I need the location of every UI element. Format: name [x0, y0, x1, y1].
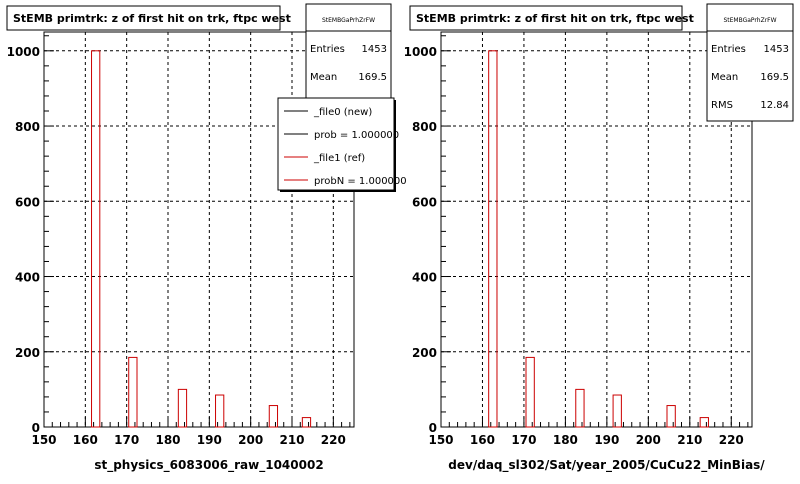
y-tick-label: 600 [412, 195, 437, 209]
title-box [6, 5, 281, 31]
legend: _file0 (new) prob = 1.000000 _file1 (ref) p… [277, 97, 407, 192]
stats-value: 169.5 [760, 72, 789, 83]
histogram-bin [91, 50, 101, 428]
stats-box [706, 3, 794, 122]
x-tick-label: 210 [279, 433, 304, 447]
legend-label: probN = 1.000000 [314, 176, 407, 187]
x-tick-label: 190 [197, 433, 222, 447]
legend-label: _file1 (ref) [313, 153, 365, 164]
stats-name: StEMBGaPrhZrFW [723, 17, 776, 24]
histogram-panel-2: 150 160 170 180 190 200 210 220 0 200 400 600 800 100… [404, 3, 794, 473]
x-tick-label: 180 [553, 433, 578, 447]
histogram-panel-1: 150 160 170 180 190 200 210 220 0 200 400 600 800 100… [6, 3, 407, 473]
y-tick-label: 0 [32, 421, 40, 435]
stats-name: StEMBGaPrhZrFW [322, 17, 375, 24]
histogram-bin [177, 388, 188, 428]
y-tick-label: 800 [412, 120, 437, 134]
x-tick-label: 160 [73, 433, 98, 447]
x-tick-label: 200 [238, 433, 263, 447]
y-tick-label: 0 [429, 421, 437, 435]
y-tick-label: 600 [15, 195, 40, 209]
x-tick-label: 220 [719, 433, 744, 447]
stats-label: Entries [711, 44, 746, 55]
stats-label: Mean [310, 72, 337, 83]
histogram-bin [215, 394, 225, 428]
x-tick-label: 170 [114, 433, 139, 447]
x-tick-label: 190 [594, 433, 619, 447]
y-tick-label: 400 [412, 271, 437, 285]
x-tick-label: 170 [511, 433, 536, 447]
y-tick-label: 200 [15, 346, 40, 360]
plot-frame [440, 31, 753, 428]
histogram-bin [575, 388, 585, 428]
chart-title: StEMB primtrk: z of first hit on trk, ft… [13, 12, 291, 25]
x-tick-label: 180 [155, 433, 180, 447]
chart-title: StEMB primtrk: z of first hit on trk, ft… [416, 12, 694, 25]
x-tick-label: 210 [677, 433, 702, 447]
histogram-bin [128, 356, 138, 428]
x-tick-label: 220 [321, 433, 346, 447]
stats-label: RMS [711, 100, 733, 111]
y-tick-label: 200 [412, 346, 437, 360]
stats-label: Entries [310, 44, 345, 55]
stats-value: 169.5 [358, 72, 387, 83]
y-tick-label: 1000 [7, 45, 40, 59]
x-axis-label: st_physics_6083006_raw_1040002 [94, 458, 323, 473]
histogram-bin [666, 405, 676, 428]
stats-value: 1453 [764, 44, 789, 55]
y-tick-label: 800 [15, 120, 40, 134]
histogram-bin [488, 50, 498, 428]
legend-label: prob = 1.000000 [314, 130, 399, 141]
histogram-bin [301, 417, 312, 428]
histogram-bin [525, 356, 535, 428]
legend-box [277, 97, 395, 191]
histogram-bin [699, 417, 709, 428]
stats-label: Mean [711, 72, 738, 83]
stats-value: 12.84 [760, 100, 789, 111]
y-tick-label: 1000 [404, 45, 437, 59]
x-tick-label: 150 [31, 433, 56, 447]
x-axis-label: dev/daq_sl302/Sat/year_2005/CuCu22_MinBi… [448, 458, 765, 473]
stats-value: 1453 [362, 44, 387, 55]
legend-label: _file0 (new) [313, 107, 372, 118]
x-tick-label: 160 [470, 433, 495, 447]
histogram-bin [612, 394, 622, 428]
title-box [409, 5, 683, 31]
histogram-bin [268, 405, 279, 428]
y-tick-label: 400 [15, 271, 40, 285]
x-tick-label: 200 [636, 433, 661, 447]
x-tick-label: 150 [428, 433, 453, 447]
